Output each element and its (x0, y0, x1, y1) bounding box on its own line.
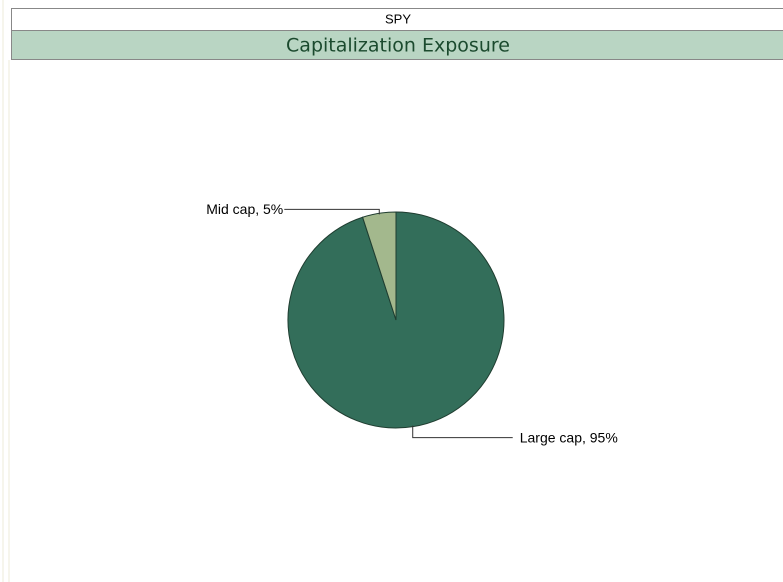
chart-title: Capitalization Exposure (286, 35, 510, 57)
title-band (11, 30, 783, 60)
leader-line (284, 208, 380, 215)
ticker: SPY (385, 11, 411, 26)
slice-label: Mid cap, 5% (206, 201, 283, 217)
leader-line (412, 425, 513, 439)
slice-label: Large cap, 95% (520, 429, 618, 445)
